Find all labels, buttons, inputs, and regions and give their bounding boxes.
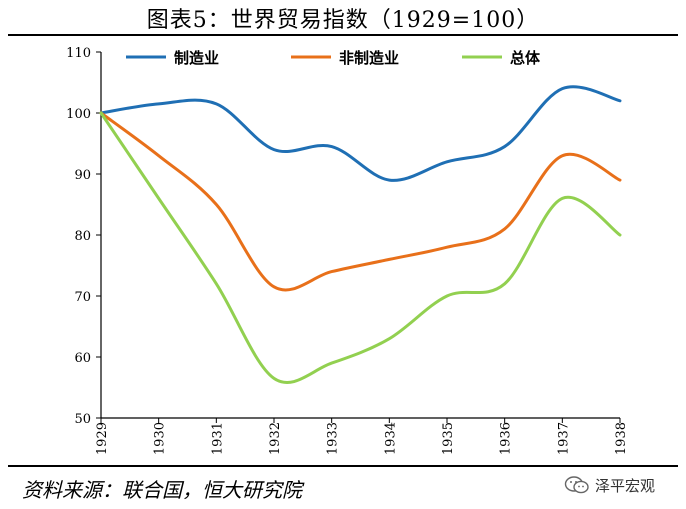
top-rule [8, 34, 678, 36]
wechat-logo-icon [564, 476, 589, 494]
series-line [99, 111, 622, 292]
x-tick-label: 1930 [153, 422, 168, 455]
watermark-text: 泽平宏观 [595, 476, 656, 495]
x-tick-label: 1933 [326, 422, 341, 455]
x-tick-label: 1938 [614, 422, 629, 455]
x-tick-label: 1936 [499, 422, 514, 455]
legend-label: 总体 [510, 49, 541, 67]
series-line [99, 111, 622, 385]
y-tick-label: 110 [66, 46, 91, 61]
y-tick-label: 70 [74, 290, 91, 305]
y-tick-label: 100 [66, 107, 91, 122]
source-note: 资料来源：联合国，恒大研究院 [22, 478, 302, 502]
x-tick-label: 1932 [268, 422, 283, 455]
y-tick-label: 90 [74, 168, 91, 183]
x-tick-label: 1937 [556, 422, 571, 455]
axes: 50 60 70 80 90 100 110 1929 1930 1931 1932 1933 1934… [66, 46, 629, 455]
y-tick-label: 80 [74, 229, 91, 244]
chart-title: 图表5：世界贸易指数（1929=100） [146, 8, 540, 33]
x-tick-label: 1929 [95, 422, 110, 455]
x-tick-label: 1931 [210, 422, 225, 455]
line-chart: 50 60 70 80 90 100 110 1929 1930 1931 1932 1933 1934… [66, 46, 629, 455]
series-line [99, 85, 622, 182]
x-tick-label: 1935 [441, 422, 456, 455]
watermark: 泽平宏观 [564, 473, 655, 497]
legend: 制造业 非制造业 总体 [126, 49, 541, 67]
x-tick-label: 1934 [383, 422, 398, 455]
bottom-rule [8, 465, 678, 467]
series-lines [99, 85, 622, 385]
y-tick-label: 50 [74, 412, 91, 427]
y-tick-label: 60 [74, 351, 91, 366]
legend-label: 制造业 [174, 49, 219, 67]
legend-label: 非制造业 [339, 49, 399, 67]
